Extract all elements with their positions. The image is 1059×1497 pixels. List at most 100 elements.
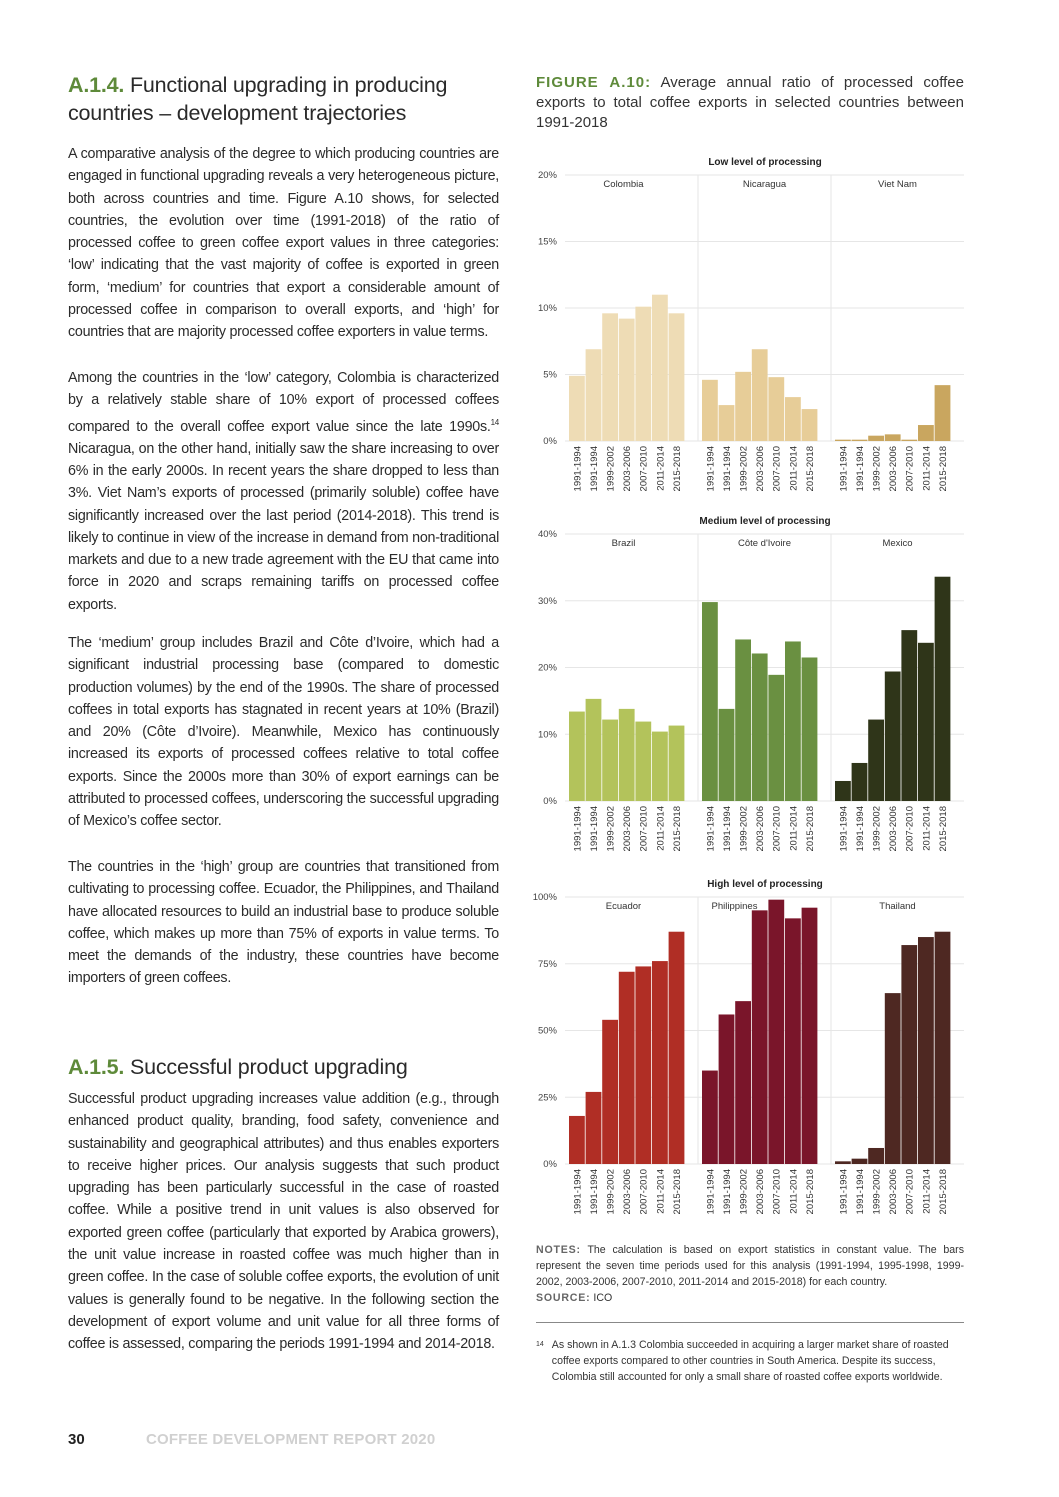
x-tick-label: 2007-2010 (905, 446, 916, 491)
y-tick-label: 20% (538, 663, 558, 674)
footnote-number: 14 (536, 1341, 544, 1348)
x-tick-label: 2003-2006 (755, 446, 766, 491)
x-tick-label: 1999-2002 (739, 1169, 750, 1214)
x-tick-label: 2003-2006 (755, 1169, 766, 1214)
x-tick-label: 2011-2014 (921, 446, 932, 491)
bar (618, 971, 635, 1164)
x-tick-label: 2007-2010 (772, 1169, 783, 1214)
bar (702, 602, 718, 801)
facet-label: Mexico (882, 538, 912, 549)
x-tick-label: 2011-2014 (655, 806, 666, 851)
x-tick-label: 1999-2002 (606, 1169, 617, 1214)
x-tick-label: 2015-2018 (938, 806, 949, 851)
footnote-divider (536, 1322, 964, 1323)
y-tick-label: 5% (543, 370, 557, 381)
bar (801, 907, 818, 1164)
figure-notes: NOTES: The calculation is based on expor… (536, 1242, 964, 1306)
x-tick-label: 1999-2002 (606, 446, 617, 491)
bar (569, 375, 585, 441)
bar (768, 377, 785, 441)
y-tick-label: 40% (538, 529, 558, 540)
paragraph-4: The countries in the ‘high’ group are co… (68, 859, 499, 987)
bar (618, 708, 635, 801)
panel-title: Low level of processing (708, 157, 821, 168)
figure-title: Average annual ratio of processed coffee… (536, 74, 964, 131)
x-tick-label: 2007-2010 (639, 1169, 650, 1214)
x-tick-label: 2003-2006 (755, 806, 766, 851)
bar (918, 425, 934, 441)
bar (702, 379, 718, 441)
x-tick-label: 2003-2006 (888, 806, 899, 851)
x-tick-label: 2003-2006 (888, 1169, 899, 1214)
bar (751, 910, 768, 1164)
running-head: COFFEE DEVELOPMENT REPORT 2020 (146, 1431, 436, 1448)
x-tick-label: 2007-2010 (639, 806, 650, 851)
notes-text: The calculation is based on export stati… (536, 1244, 964, 1288)
bar (668, 313, 685, 441)
x-tick-label: 2015-2018 (672, 446, 683, 491)
x-tick-label: 2015-2018 (805, 1169, 816, 1214)
bar (751, 349, 768, 441)
paragraph-5: Successful product upgrading increases v… (68, 1091, 499, 1353)
source-label: SOURCE: (536, 1292, 591, 1304)
x-tick-label: 2007-2010 (639, 446, 650, 491)
x-tick-label: 2015-2018 (938, 446, 949, 491)
y-tick-label: 25% (538, 1092, 558, 1103)
x-tick-label: 1991-1994 (705, 1169, 716, 1214)
x-tick-label: 2011-2014 (655, 1169, 666, 1214)
section-heading-a14: A.1.4. Functional upgrading in producing… (68, 71, 508, 127)
x-tick-label: 1999-2002 (606, 806, 617, 851)
x-tick-label: 2011-2014 (788, 446, 799, 491)
x-tick-label: 1991-1994 (722, 446, 733, 491)
x-tick-label: 1991-1994 (589, 446, 600, 491)
facet-label: Côte d'Ivoire (738, 538, 791, 549)
bar (835, 1161, 851, 1164)
bar (835, 439, 851, 441)
paragraph-2: Among the countries in the ‘low’ categor… (68, 367, 499, 616)
x-tick-label: 2011-2014 (921, 1169, 932, 1214)
facet-label: Colombia (603, 179, 644, 190)
y-tick-label: 100% (533, 892, 558, 903)
bar (768, 899, 785, 1164)
bar (735, 1001, 751, 1164)
x-tick-label: 1991-1994 (855, 806, 866, 851)
x-tick-label: 2011-2014 (921, 806, 932, 851)
y-tick-label: 0% (543, 796, 557, 807)
x-tick-label: 1991-1994 (572, 1169, 583, 1214)
bar (668, 725, 685, 801)
x-tick-label: 1991-1994 (838, 806, 849, 851)
x-tick-label: 2003-2006 (622, 1169, 633, 1214)
chart-panel-0: Low level of processing 0% 5% 10% 15% 20% Colo… (538, 157, 964, 491)
x-tick-label: 2015-2018 (672, 806, 683, 851)
x-tick-label: 1991-1994 (705, 806, 716, 851)
paragraph-1: A comparative analysis of the degree to … (68, 146, 499, 341)
section-number: A.1.4. (68, 73, 125, 97)
paragraph-2-continued: Nicaragua, on the other hand, initially … (68, 440, 499, 613)
x-tick-label: 2011-2014 (788, 806, 799, 851)
panel-title: Medium level of processing (699, 516, 830, 527)
bar (901, 630, 918, 801)
bar (851, 762, 868, 801)
footnote-ref[interactable]: 14 (490, 417, 500, 427)
bar (635, 721, 652, 801)
faceted-bar-chart: Low level of processing 0% 5% 10% 15% 20% Colo… (533, 157, 964, 1214)
paragraph-2-text: Among the countries in the ‘low’ categor… (68, 370, 499, 435)
bar (652, 961, 668, 1164)
bar (785, 641, 801, 801)
facet-label: Nicaragua (743, 179, 787, 190)
facet-label: Ecuador (606, 901, 641, 912)
bar (868, 435, 884, 441)
bar (868, 1147, 884, 1164)
bar (884, 671, 901, 801)
bar (702, 1070, 718, 1164)
bar (635, 966, 652, 1164)
x-tick-label: 1991-1994 (722, 1169, 733, 1214)
bar (851, 1158, 868, 1164)
chart-panel-2: High level of processing 0% 25% 50% 75% 100% E… (533, 879, 964, 1214)
bar (934, 576, 951, 801)
chart-panel-1: Medium level of processing 0% 10% 20% 30% 40%… (538, 516, 964, 851)
x-tick-label: 1991-1994 (855, 1169, 866, 1214)
bar (768, 674, 785, 801)
facet-label: Philippines (712, 901, 758, 912)
bar (652, 731, 668, 801)
